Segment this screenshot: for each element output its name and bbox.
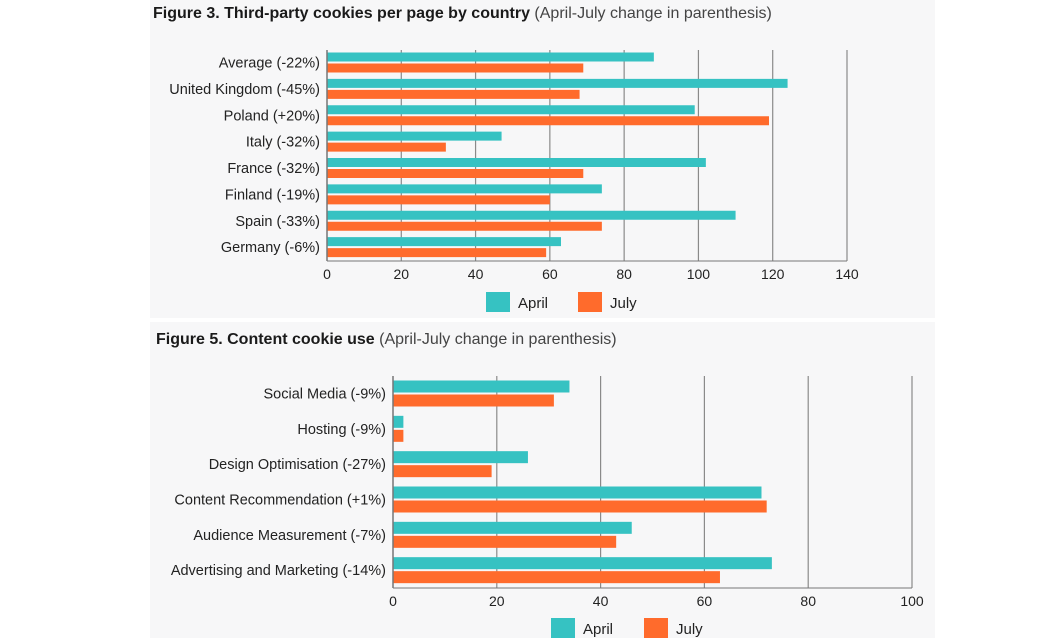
fig5-legend-swatch-july xyxy=(644,618,668,638)
fig3-tick-label: 20 xyxy=(393,266,409,282)
fig3-bar-april xyxy=(327,131,502,141)
fig5-category-label: Design Optimisation (-27%) xyxy=(209,457,386,473)
fig3-bar-april xyxy=(327,78,788,88)
fig5-tick-label: 20 xyxy=(489,593,505,609)
fig3-tick-label: 120 xyxy=(761,266,785,282)
figure5-title-main: Figure 5. Content cookie use xyxy=(156,331,375,348)
fig3-tick-label: 140 xyxy=(835,266,859,282)
fig3-category-label: France (-32%) xyxy=(227,161,320,177)
fig5-tick-label: 100 xyxy=(900,593,924,609)
fig3-bar-july xyxy=(327,63,584,73)
fig5-bar-april xyxy=(393,415,404,428)
fig3-category-label: Germany (-6%) xyxy=(221,240,320,256)
fig5-bar-july xyxy=(393,429,404,442)
fig3-legend-label-april: April xyxy=(518,295,548,312)
figure3-title-main: Figure 3. Third-party cookies per page b… xyxy=(153,5,530,22)
fig5-category-label: Hosting (-9%) xyxy=(297,422,386,438)
fig3-tick-label: 60 xyxy=(542,266,558,282)
fig3-bar-april xyxy=(327,105,695,115)
fig5-tick-label: 0 xyxy=(389,593,397,609)
fig5-tick-label: 60 xyxy=(697,593,713,609)
fig3-bar-april xyxy=(327,158,706,167)
fig5-bar-july xyxy=(393,465,492,478)
fig5-category-label: Social Media (-9%) xyxy=(264,387,387,403)
fig3-bar-july xyxy=(327,195,550,205)
fig3-legend-swatch-april xyxy=(486,292,510,312)
fig3-tick-label: 100 xyxy=(687,266,711,282)
fig5-bar-april xyxy=(393,451,528,464)
figure3-title-note: (April-July change in parenthesis) xyxy=(534,5,772,22)
fig5-category-label: Content Recommendation (+1%) xyxy=(174,493,386,509)
figure3-title: Figure 3. Third-party cookies per page b… xyxy=(153,5,772,23)
fig3-category-label: Poland (+20%) xyxy=(224,108,320,124)
fig5-tick-label: 40 xyxy=(593,593,609,609)
fig3-tick-label: 40 xyxy=(468,266,484,282)
fig3-legend-label-july: July xyxy=(610,295,637,312)
fig5-bar-april xyxy=(393,521,632,534)
figure5-title-note: (April-July change in parenthesis) xyxy=(379,331,617,348)
fig5-bar-july xyxy=(393,535,617,548)
fig3-bar-april xyxy=(327,52,654,62)
fig3-category-label: Average (-22%) xyxy=(219,56,320,72)
fig3-category-label: United Kingdom (-45%) xyxy=(169,82,320,98)
fig3-category-label: Finland (-19%) xyxy=(225,187,320,203)
fig3-tick-label: 80 xyxy=(616,266,632,282)
fig5-bar-july xyxy=(393,394,554,407)
figure5-panel xyxy=(150,322,935,638)
fig5-category-label: Advertising and Marketing (-14%) xyxy=(171,563,386,579)
fig5-category-label: Audience Measurement (-7%) xyxy=(193,528,386,544)
fig3-bar-july xyxy=(327,248,547,258)
fig5-bar-july xyxy=(393,500,767,513)
fig5-bar-april xyxy=(393,380,570,393)
fig5-tick-label: 80 xyxy=(800,593,816,609)
fig5-legend-swatch-april xyxy=(551,618,575,638)
fig3-bar-april xyxy=(327,237,561,247)
fig3-bar-july xyxy=(327,221,602,231)
fig3-bar-july xyxy=(327,116,769,126)
fig3-bar-april xyxy=(327,184,602,194)
fig5-bar-april xyxy=(393,486,762,499)
fig3-bar-april xyxy=(327,210,736,220)
fig3-category-label: Italy (-32%) xyxy=(246,135,320,151)
figure5-title: Figure 5. Content cookie use (April-July… xyxy=(156,331,617,349)
fig3-tick-label: 0 xyxy=(323,266,331,282)
fig5-bar-july xyxy=(393,571,720,584)
fig3-category-label: Spain (-33%) xyxy=(235,214,320,230)
fig3-bar-july xyxy=(327,89,580,99)
fig3-bar-july xyxy=(327,169,584,178)
fig5-legend-label-july: July xyxy=(676,621,703,638)
fig3-bar-july xyxy=(327,142,446,152)
fig5-legend-label-april: April xyxy=(583,621,613,638)
fig3-legend-swatch-july xyxy=(578,292,602,312)
fig5-bar-april xyxy=(393,557,772,570)
